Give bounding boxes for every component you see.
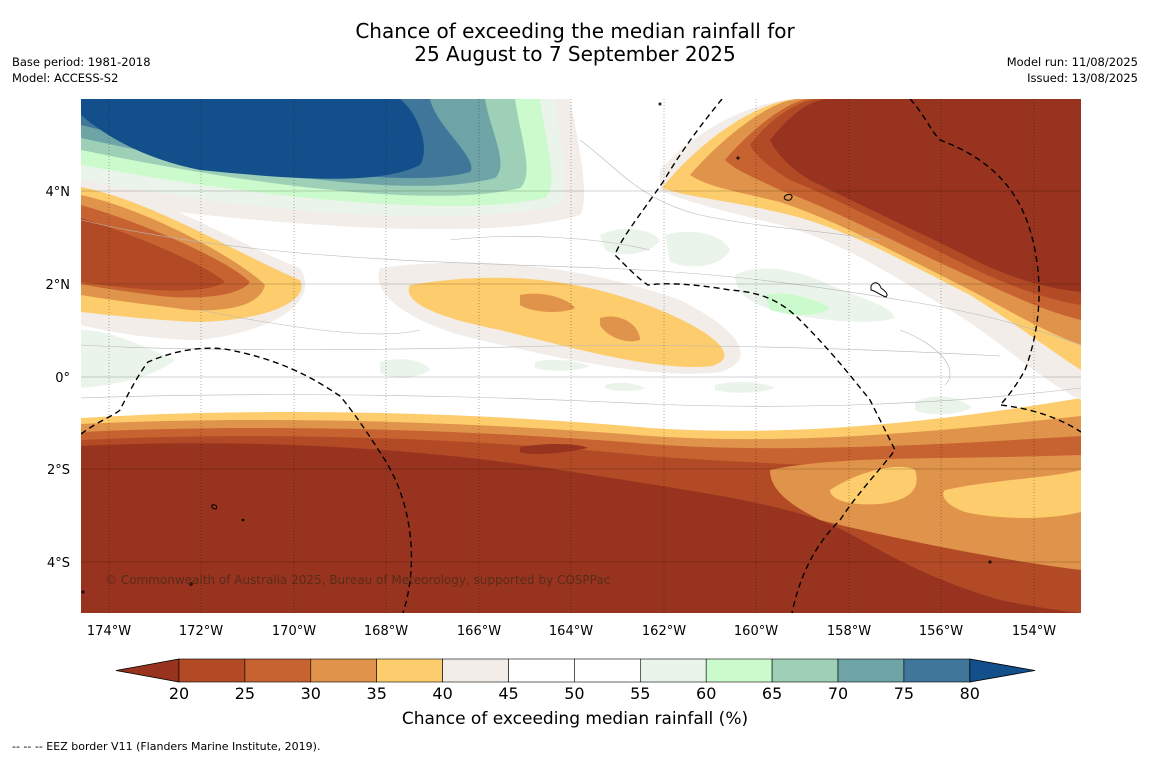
colorbar-tick-label: 25 <box>234 684 256 703</box>
longitude-label: 164°W <box>549 624 593 639</box>
longitude-label: 170°W <box>272 624 316 639</box>
meta-left: Base period: 1981-2018 Model: ACCESS-S2 <box>12 54 151 86</box>
colorbar-tick-label: 80 <box>959 684 980 703</box>
latitude-labels: 4°N 2°N 0° 2°S 4°S <box>46 185 71 571</box>
base-period-text: Base period: 1981-2018 <box>12 55 151 69</box>
eez-footnote: -- -- -- EEZ border V11 (Flanders Marine… <box>12 740 321 753</box>
colorbar-tick-label: 20 <box>168 684 190 703</box>
south-patch-35-b <box>943 470 1081 518</box>
latitude-label: 4°N <box>46 185 71 200</box>
wet-patch-6 <box>380 359 430 378</box>
central-band-30-b <box>600 316 640 342</box>
south-band-below-20 <box>81 443 1081 613</box>
longitude-label: 166°W <box>457 624 501 639</box>
longitude-label: 172°W <box>179 624 223 639</box>
model-run-text: Model run: 11/08/2025 <box>1006 55 1138 69</box>
longitude-label: 156°W <box>919 624 963 639</box>
colorbar-tick-label: 45 <box>498 684 519 703</box>
latitude-label: 2°S <box>47 463 70 478</box>
longitude-label: 160°W <box>734 624 778 639</box>
colorbar-tick-label: 40 <box>432 684 453 703</box>
wet-patch-8 <box>605 382 645 391</box>
colorbar-segment <box>574 658 641 683</box>
colorbar-segment <box>837 658 905 683</box>
wet-patch-4 <box>765 293 830 315</box>
colorbar <box>115 658 1036 683</box>
longitude-labels: 174°W 172°W 170°W 168°W 166°W 164°W 162°W 160°W… <box>87 624 1056 639</box>
map-title-line-2: 25 August to 7 September 2025 <box>414 42 736 66</box>
colorbar-segment <box>903 658 971 683</box>
graticule <box>81 99 1081 613</box>
copyright-text: © Commonwealth of Australia 2025, Bureau… <box>105 573 610 587</box>
meta-right: Model run: 11/08/2025 Issued: 13/08/2025 <box>1007 54 1138 86</box>
latitude-label: 2°N <box>46 278 71 293</box>
colorbar-segment <box>178 658 246 683</box>
issued-text: Issued: 13/08/2025 <box>1027 71 1138 85</box>
colorbar-low-extension <box>115 658 180 683</box>
wet-patch-1 <box>600 228 660 255</box>
latitude-label: 4°S <box>47 556 70 571</box>
nw-band-20 <box>81 218 225 291</box>
map-title-line-1: Chance of exceeding the median rainfall … <box>355 19 795 43</box>
longitude-label: 158°W <box>827 624 871 639</box>
eez-border <box>81 99 1081 613</box>
south-patch-35-a <box>830 466 917 505</box>
colorbar-tick-label: 65 <box>761 684 783 703</box>
wet-patch-7 <box>535 359 590 371</box>
colorbar-tick-label: 60 <box>696 684 717 703</box>
colorbar-segment <box>376 658 443 683</box>
longitude-label: 162°W <box>642 624 686 639</box>
colorbar-segment <box>639 658 707 683</box>
ne-band-below-20 <box>770 99 1081 292</box>
model-text: Model: ACCESS-S2 <box>12 71 119 85</box>
central-band-35 <box>408 277 725 368</box>
south-patch-20 <box>520 444 588 455</box>
colorbar-segment <box>508 658 575 683</box>
central-band-30-a <box>520 293 575 312</box>
colorbar-tick-label: 50 <box>564 684 585 703</box>
colorbar-high-extension <box>969 658 1036 683</box>
colorbar-tick-label: 35 <box>366 684 387 703</box>
colorbar-tick-label: 70 <box>827 684 849 703</box>
colorbar-segment <box>771 658 839 683</box>
map-field <box>81 99 1081 613</box>
colorbar-tick-label: 55 <box>630 684 651 703</box>
colorbar-tick-label: 75 <box>893 684 915 703</box>
longitude-label: 168°W <box>364 624 408 639</box>
colorbar-tick-label: 30 <box>300 684 321 703</box>
contour-lines <box>81 139 1081 407</box>
latitude-label: 0° <box>55 371 70 386</box>
longitude-label: 154°W <box>1012 624 1056 639</box>
wet-patch-10 <box>915 396 972 415</box>
colorbar-segment <box>705 658 773 683</box>
island-outlines <box>81 102 992 594</box>
colorbar-segment <box>442 658 509 683</box>
wet-patch-9 <box>715 382 775 393</box>
wet-patch-2 <box>665 231 730 267</box>
wet-patch-5 <box>81 330 175 388</box>
north-band-above-80 <box>81 99 424 179</box>
longitude-label: 174°W <box>87 624 131 639</box>
colorbar-segment <box>244 658 312 683</box>
colorbar-segment <box>310 658 377 683</box>
colorbar-title: Chance of exceeding median rainfall (%) <box>401 709 749 729</box>
